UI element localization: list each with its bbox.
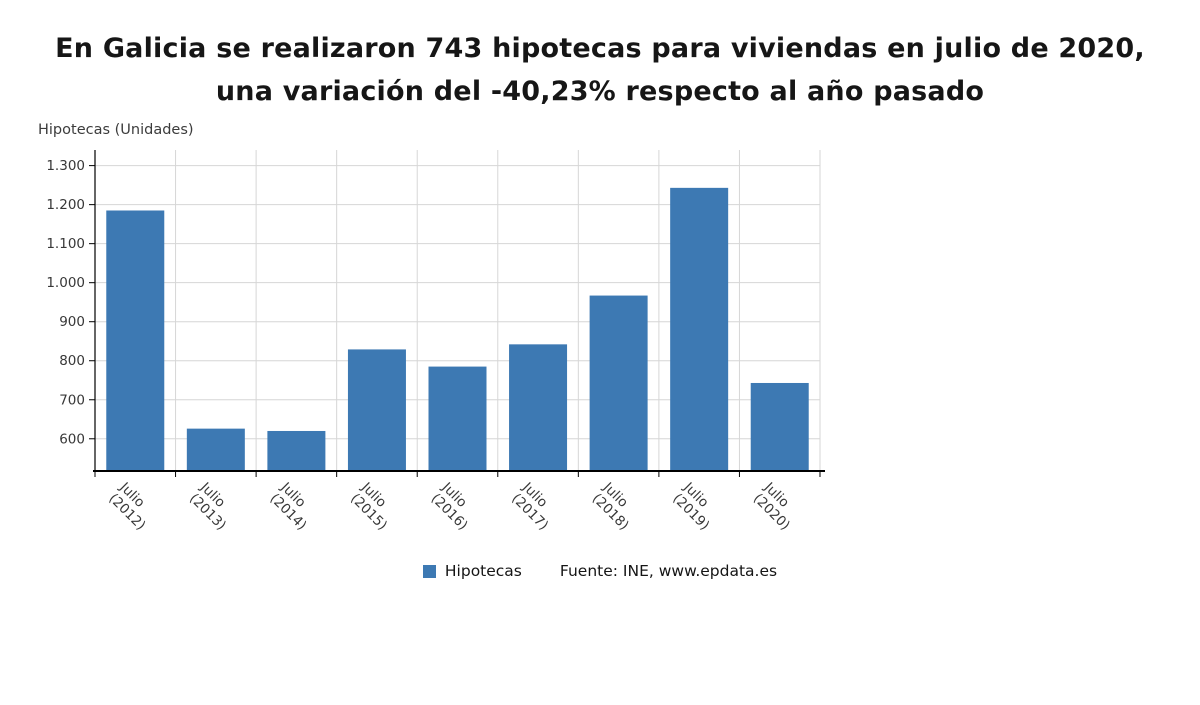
bar-julio-2014[interactable] — [267, 430, 326, 470]
legend-swatch-icon — [422, 564, 436, 578]
x-axis-label-julio-2020: Julio(2020) — [749, 479, 804, 534]
bar-julio-2013[interactable] — [186, 428, 245, 470]
source-attribution: Fuente: INE, www.epdata.es — [559, 562, 778, 580]
y-axis-label-1100: 1.100 — [46, 236, 85, 252]
x-axis-label-julio-2018: Julio(2018) — [588, 479, 643, 534]
y-axis-label-1200: 1.200 — [46, 197, 85, 213]
bar-julio-2018[interactable] — [589, 295, 648, 470]
bar-julio-2015[interactable] — [347, 349, 406, 470]
y-axis-label-600: 600 — [59, 431, 85, 447]
x-axis-label-julio-2016: Julio(2016) — [427, 479, 482, 534]
y-axis-label-1300: 1.300 — [46, 158, 85, 174]
y-axis-label-800: 800 — [59, 353, 85, 369]
bar-chart: 600 700 800 900 1.000 1.100 1.200 1.300 Julio(20… — [46, 150, 825, 534]
bar-julio-2012[interactable] — [106, 210, 165, 471]
x-axis-label-julio-2012: Julio(2012) — [105, 479, 160, 534]
x-axis-label-julio-2019: Julio(2019) — [669, 479, 724, 534]
chart-footer: Hipotecas Fuente: INE, www.epdata.es — [0, 562, 1200, 580]
y-axis-label-900: 900 — [59, 314, 85, 330]
bar-julio-2019[interactable] — [670, 187, 729, 471]
y-axis-unit-label: Hipotecas (Unidades) — [38, 122, 194, 138]
legend-label: Hipotecas — [444, 562, 522, 580]
x-axis-label-julio-2014: Julio(2014) — [266, 479, 321, 534]
bar-julio-2017[interactable] — [509, 344, 568, 470]
y-axis-label-700: 700 — [59, 392, 85, 408]
y-axis-label-1000: 1.000 — [46, 275, 85, 291]
bar-julio-2016[interactable] — [428, 366, 487, 470]
x-axis-label-julio-2013: Julio(2013) — [185, 479, 240, 534]
x-axis-label-julio-2015: Julio(2015) — [346, 479, 401, 534]
chart-title: En Galicia se realizaron 743 hipotecas p… — [55, 33, 1145, 108]
legend-item-hipotecas[interactable]: Hipotecas — [422, 562, 522, 580]
bar-julio-2020[interactable] — [750, 382, 809, 470]
x-axis-label-julio-2017: Julio(2017) — [508, 479, 563, 534]
